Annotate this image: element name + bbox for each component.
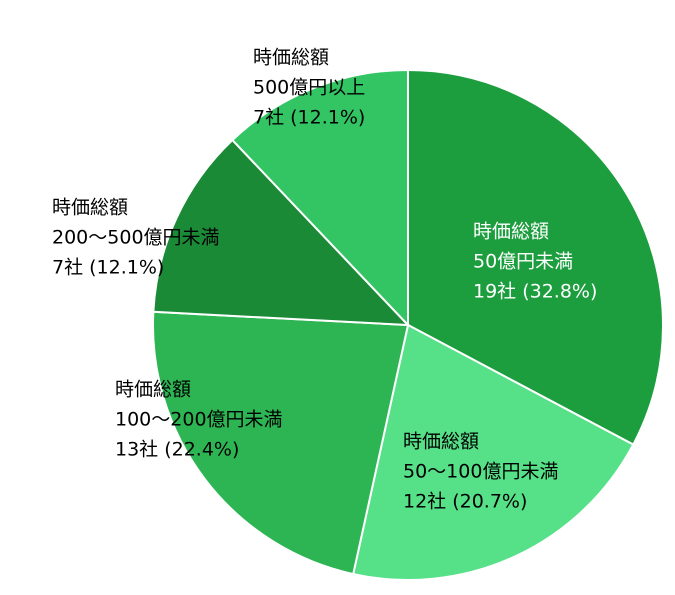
value-label: 13社 (22.4%) [115,439,239,461]
slice-label: 50億円未満 [473,251,573,273]
slice-label: 時価総額 [52,197,128,219]
pie-slice [152,310,410,576]
slice-label: 時価総額 [473,221,549,243]
slice-label: 200〜500億円未満 [52,227,220,249]
pie-slice [352,323,635,581]
slice-label: 500億円以上 [253,77,365,99]
slice-label: 時価総額 [115,379,191,401]
pie-slice [152,138,411,327]
pie-slice [407,68,664,446]
slice-label: 時価総額 [253,47,329,69]
slice-label: 100〜200億円未満 [115,409,283,431]
slice-label: 50〜100億円未満 [403,461,558,483]
value-label: 7社 (12.1%) [52,257,164,279]
value-label: 7社 (12.1%) [253,107,365,129]
value-label: 19社 (32.8%) [473,281,597,303]
pie-slice [231,68,409,328]
slice-label: 時価総額 [403,431,479,453]
value-label: 12社 (20.7%) [403,491,527,513]
